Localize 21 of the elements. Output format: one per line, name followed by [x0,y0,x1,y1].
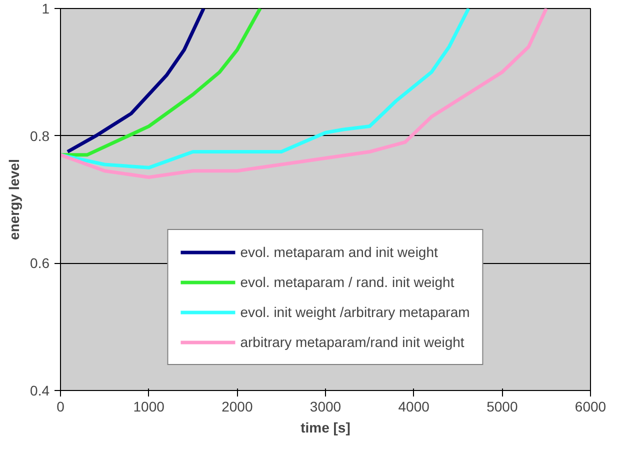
line-series [60,8,262,157]
line-series [66,8,206,154]
y-tick-label: 0.4 [30,382,50,398]
x-tick-label: 2000 [222,398,253,414]
y-tick-label: 1 [42,0,50,16]
x-tick-label: 3000 [310,398,342,414]
x-axis-title: time [s] [300,420,350,436]
legend-label: arbitrary metaparam/rand init weight [240,334,464,350]
x-tick-label: 0 [56,398,65,414]
line-series [60,8,470,170]
legend-label: evol. init weight /arbitrary metaparam [240,304,470,320]
y-tick-label: 0.8 [30,128,50,144]
legend-label: evol. metaparam and init weight [240,244,438,260]
x-tick-label: 6000 [574,398,606,414]
y-axis-title: energy level [6,159,22,240]
x-tick-label: 5000 [486,398,518,414]
x-tick-label: 4000 [398,398,430,414]
y-tick-label: 0.6 [30,255,50,272]
x-tick-label: 1000 [133,398,165,414]
line-series [60,8,548,179]
legend-label: evol. metaparam / rand. init weight [240,274,454,290]
